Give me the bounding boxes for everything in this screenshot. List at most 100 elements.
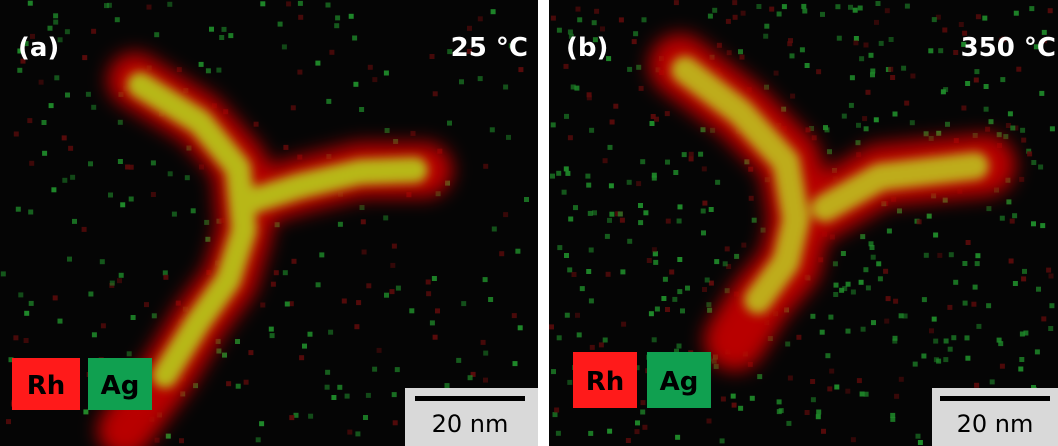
noise-dot <box>1012 281 1018 286</box>
noise-dot <box>781 106 787 112</box>
noise-dot <box>344 393 350 399</box>
noise-dot <box>555 430 561 436</box>
noise-dot <box>88 161 93 167</box>
noise-dot <box>856 122 861 128</box>
noise-dot <box>57 37 63 43</box>
noise-dot <box>589 127 595 133</box>
noise-dot <box>672 296 678 302</box>
noise-dot <box>801 3 807 9</box>
noise-dot <box>648 311 654 317</box>
noise-dot <box>1009 218 1015 224</box>
noise-dot <box>738 405 744 411</box>
noise-dot <box>724 288 730 294</box>
noise-dot <box>466 48 472 54</box>
noise-dot <box>106 2 112 8</box>
noise-dot <box>1031 385 1036 390</box>
noise-dot <box>1019 176 1025 182</box>
noise-dot <box>352 35 358 41</box>
noise-dot <box>868 52 874 58</box>
noise-dot <box>688 151 694 157</box>
noise-dot <box>179 438 184 444</box>
noise-dot <box>1040 223 1046 229</box>
noise-dot <box>975 14 981 20</box>
noise-dot <box>54 75 60 81</box>
noise-dot <box>228 33 234 39</box>
noise-dot <box>366 283 372 289</box>
noise-dot <box>859 391 865 397</box>
noise-dot <box>664 111 670 117</box>
noise-dot <box>565 170 571 176</box>
noise-dot <box>617 211 623 217</box>
noise-dot <box>698 151 704 157</box>
noise-dot <box>961 105 967 111</box>
noise-dot <box>607 217 612 223</box>
noise-dot <box>564 253 569 258</box>
noise-dot <box>863 267 869 273</box>
noise-dot <box>1018 366 1024 372</box>
legend-rh-box <box>12 358 80 410</box>
noise-dot <box>653 251 658 257</box>
noise-dot <box>634 429 640 435</box>
noise-dot <box>665 159 670 165</box>
noise-dot <box>577 17 583 23</box>
noise-dot <box>429 320 435 326</box>
noise-dot <box>788 38 793 44</box>
noise-dot <box>221 26 227 32</box>
noise-dot <box>605 271 611 277</box>
noise-dot <box>171 211 177 217</box>
noise-dot <box>926 213 932 219</box>
noise-dot <box>299 355 305 361</box>
noise-dot <box>607 144 613 150</box>
noise-dot <box>117 159 123 164</box>
noise-dot <box>1021 276 1027 282</box>
noise-dot <box>751 217 757 223</box>
noise-dot <box>722 261 728 267</box>
noise-dot <box>150 192 156 197</box>
noise-dot <box>461 301 467 307</box>
noise-dot <box>549 324 554 330</box>
noise-dot <box>356 300 362 306</box>
noise-dot <box>99 259 105 265</box>
noise-dot <box>878 40 884 46</box>
noise-dot <box>935 14 941 20</box>
noise-dot <box>592 37 598 43</box>
noise-dot <box>820 11 825 17</box>
noise-dot <box>291 258 297 264</box>
noise-dot <box>640 159 646 165</box>
noise-dot <box>588 430 594 436</box>
legend-rh: Rh <box>27 371 66 401</box>
noise-dot <box>117 278 122 284</box>
noise-dot <box>923 131 929 137</box>
noise-dot <box>947 304 953 310</box>
noise-dot <box>467 375 473 381</box>
noise-dot <box>367 64 373 70</box>
noise-dot <box>651 247 657 253</box>
noise-dot <box>816 69 822 75</box>
noise-dot <box>901 65 907 71</box>
noise-dot <box>298 14 304 20</box>
noise-dot <box>429 54 435 59</box>
noise-dot <box>383 215 389 221</box>
noise-dot <box>47 25 53 31</box>
noise-dot <box>707 13 713 19</box>
noise-dot <box>638 85 644 91</box>
noise-dot <box>426 291 432 297</box>
noise-dot <box>517 325 523 331</box>
noise-dot <box>586 92 592 98</box>
noise-dot <box>716 42 722 48</box>
noise-dot <box>720 396 726 402</box>
noise-dot <box>790 93 796 99</box>
noise-dot <box>602 158 608 164</box>
noise-dot <box>821 428 826 434</box>
noise-dot <box>297 0 303 6</box>
noise-dot <box>253 121 259 127</box>
noise-dot <box>643 210 649 216</box>
noise-dot <box>1038 164 1044 170</box>
noise-dot <box>600 26 605 32</box>
noise-dot <box>144 302 149 308</box>
noise-dot <box>809 126 814 131</box>
noise-dot <box>863 126 869 132</box>
noise-dot <box>707 307 713 313</box>
noise-dot <box>898 313 904 319</box>
